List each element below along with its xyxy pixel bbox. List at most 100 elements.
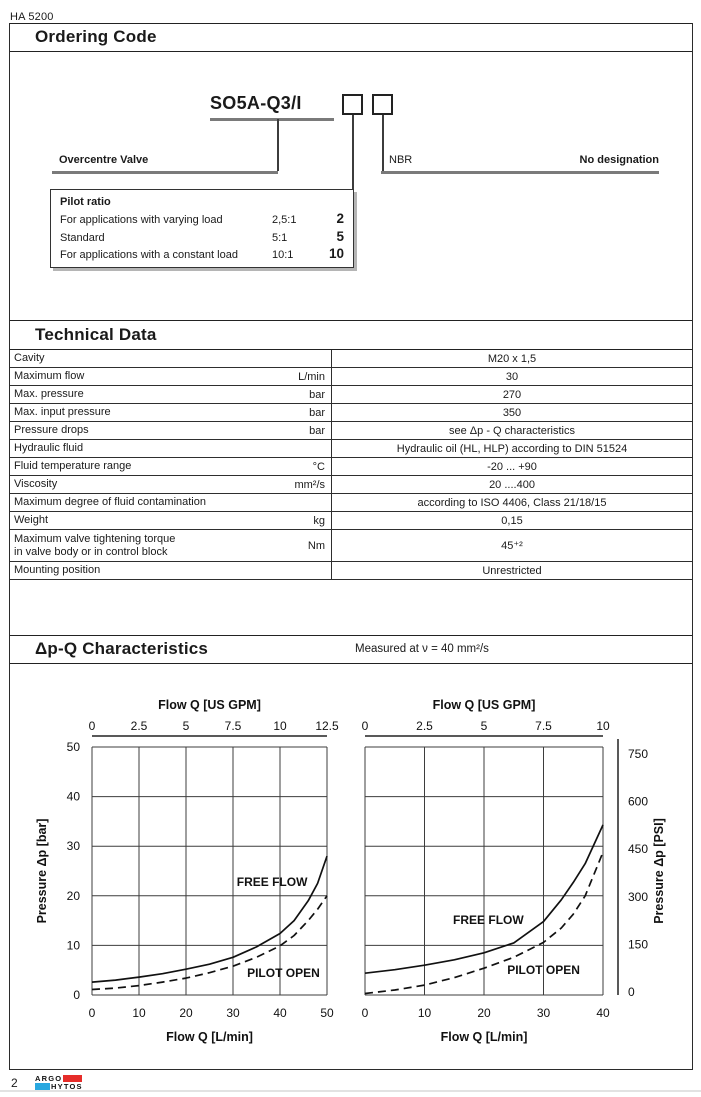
svg-text:30: 30 [226, 1006, 240, 1020]
connector-pilot-vertical [352, 115, 354, 190]
row-label: Maximum valve tightening torque in valve … [14, 533, 176, 558]
svg-text:600: 600 [628, 795, 648, 809]
svg-text:FREE FLOW: FREE FLOW [453, 913, 524, 927]
svg-text:40: 40 [273, 1006, 287, 1020]
row-label: Maximum degree of fluid contamination [14, 496, 206, 509]
svg-text:20: 20 [67, 889, 81, 903]
row-value: M20 x 1,5 [331, 350, 692, 367]
pilot-ratio: 10:1 [272, 249, 294, 261]
curve-pilot-open [364, 851, 604, 995]
row-value: 270 [331, 386, 692, 403]
dpq-chart-right-svg: Flow Q [US GPM]0 2.5 5 7.5 10750600450300150… [362, 698, 666, 1044]
row-label: Max. pressure [14, 388, 84, 401]
ordering-box-seal [372, 94, 393, 115]
row-label: Max. input pressure [14, 406, 111, 419]
row-value: 0,15 [331, 512, 692, 529]
svg-text:Flow Q [L/min]: Flow Q [L/min] [166, 1030, 253, 1044]
svg-text:20: 20 [179, 1006, 193, 1020]
pilot-ratio-box: Pilot ratio For applications with varyin… [50, 189, 354, 268]
row-label: Viscosity [14, 478, 58, 491]
svg-text:7.5: 7.5 [535, 719, 552, 733]
table-row: Pressure drops bar see Δp - Q characterist… [10, 422, 692, 440]
svg-text:Flow Q [US GPM]: Flow Q [US GPM] [433, 698, 536, 712]
svg-text:10: 10 [132, 1006, 146, 1020]
svg-text:Flow Q [L/min]: Flow Q [L/min] [441, 1030, 528, 1044]
table-row: Fluid temperature range °C -20 ... +90 [10, 458, 692, 476]
row-unit: bar [309, 424, 325, 437]
svg-text:0: 0 [628, 985, 635, 999]
row-unit: bar [309, 388, 325, 401]
pilot-ratio-row: For applications with varying load 2,5:1… [60, 211, 344, 229]
row-value: Unrestricted [331, 562, 692, 579]
row-label: Cavity [14, 352, 45, 365]
svg-text:20: 20 [477, 1006, 491, 1020]
table-row: Max. pressure bar 270 [10, 386, 692, 404]
row-unit: L/min [298, 370, 325, 383]
row-unit: kg [313, 514, 325, 527]
svg-text:0: 0 [89, 1006, 96, 1020]
svg-text:PILOT OPEN: PILOT OPEN [507, 963, 580, 977]
section-title-ordering: Ordering Code [35, 27, 157, 46]
pilot-desc: For applications with a constant load [60, 249, 238, 261]
connector-overcentre-vertical [277, 119, 279, 171]
logo-text-hytos: HYTOS [51, 1082, 83, 1091]
svg-text:0: 0 [73, 988, 80, 1002]
row-value: 30 [331, 368, 692, 385]
svg-text:7.5: 7.5 [225, 719, 242, 733]
row-label: Maximum flow [14, 370, 85, 383]
row-label: Weight [14, 514, 49, 527]
svg-text:5: 5 [481, 719, 488, 733]
section-bar-technical: Technical Data [10, 320, 692, 350]
svg-text:5: 5 [183, 719, 190, 733]
section-title-dpq: Δp-Q Characteristics [35, 639, 209, 658]
section-title-technical: Technical Data [35, 325, 157, 344]
dpq-chart-right: Flow Q [US GPM] 0 2.5 5 7.5 10 750 600 450 300 150… [345, 685, 701, 1052]
table-row: Maximum flow L/min 30 [10, 368, 692, 386]
pilot-ratio: 2,5:1 [272, 214, 297, 226]
pilot-code: 2 [336, 211, 344, 226]
svg-text:10: 10 [418, 1006, 432, 1020]
row-value: -20 ... +90 [331, 458, 692, 475]
code-underline [210, 118, 334, 121]
svg-text:10: 10 [273, 719, 287, 733]
svg-text:12.5: 12.5 [315, 719, 339, 733]
table-row: Cavity M20 x 1,5 [10, 350, 692, 368]
table-row: Max. input pressure bar 350 [10, 404, 692, 422]
ordering-code-text: SO5A-Q3/I [210, 93, 302, 113]
argo-hytos-logo: ARGO HYTOS [35, 1075, 83, 1090]
svg-text:10: 10 [596, 719, 610, 733]
row-value: Hydraulic oil (HL, HLP) according to DIN… [331, 440, 692, 457]
pilot-desc: Standard [60, 231, 105, 244]
svg-text:40: 40 [67, 790, 81, 804]
table-row: Weight kg 0,15 [10, 512, 692, 530]
seal-value-label: No designation [579, 154, 659, 166]
svg-text:Pressure Δp [PSI]: Pressure Δp [PSI] [652, 818, 666, 924]
row-value: according to ISO 4406, Class 21/18/15 [331, 494, 692, 511]
ordering-box-pilot-ratio [342, 94, 363, 115]
row-unit: bar [309, 406, 325, 419]
table-row: Hydraulic fluid Hydraulic oil (HL, HLP) a… [10, 440, 692, 458]
row-label: Fluid temperature range [14, 460, 132, 473]
svg-text:10: 10 [67, 938, 81, 952]
section-bar-ordering: Ordering Code [10, 23, 692, 52]
row-value: see Δp - Q characteristics [331, 422, 692, 439]
page-frame: Ordering Code SO5A-Q3/I Overcentre Valve… [9, 23, 693, 1070]
svg-text:50: 50 [67, 740, 81, 754]
page-number: 2 [11, 1076, 18, 1090]
svg-text:Pressure Δp [bar]: Pressure Δp [bar] [35, 819, 49, 924]
page-bottom-edge [0, 1090, 701, 1092]
row-label: Hydraulic fluid [14, 442, 84, 455]
technical-data-table: Cavity M20 x 1,5 Maximum flow L/min 30 Max. p… [10, 350, 692, 580]
svg-text:FREE FLOW: FREE FLOW [237, 875, 308, 889]
curve-pilot-open [91, 895, 328, 991]
overcentre-valve-label: Overcentre Valve [59, 154, 149, 166]
row-unit: °C [312, 460, 325, 473]
curve-free-flow [364, 824, 604, 975]
doc-code: HA 5200 [10, 11, 54, 23]
row-value: 20 ....400 [331, 476, 692, 493]
svg-text:30: 30 [537, 1006, 551, 1020]
svg-text:750: 750 [628, 747, 648, 761]
svg-text:Flow Q [US GPM]: Flow Q [US GPM] [158, 698, 261, 712]
connector-overcentre-line [52, 171, 278, 174]
row-unit: mm²/s [294, 478, 325, 491]
